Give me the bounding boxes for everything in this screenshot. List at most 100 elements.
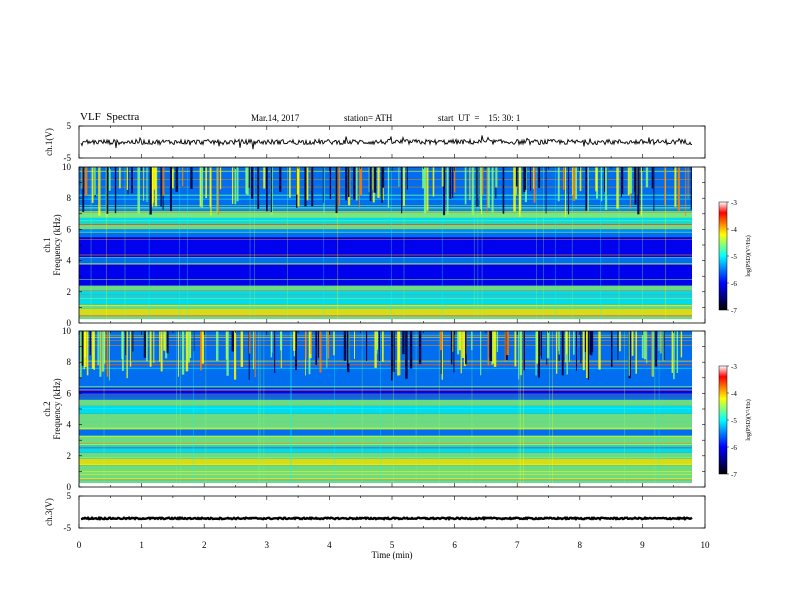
sferic-streak: [423, 167, 427, 214]
sferic-streak: [565, 331, 568, 355]
sferic-streak: [231, 331, 234, 352]
ch1-freq-tick-label: 6: [67, 224, 72, 234]
sferic-streak: [217, 167, 219, 215]
sferic-streak: [443, 167, 446, 216]
sferic-streak: [524, 167, 527, 190]
frequency-band: [79, 304, 692, 309]
sferic-streak: [584, 331, 587, 352]
sferic-streak: [240, 331, 244, 367]
ch1-colorbar-tick-label: -7: [731, 307, 737, 315]
sferic-streak: [296, 167, 299, 195]
sferic-streak: [89, 331, 91, 356]
sferic-streak: [595, 167, 598, 192]
sferic-streak: [493, 331, 497, 367]
sferic-streak: [634, 167, 637, 205]
sferic-streak: [247, 167, 250, 188]
ch1-freq-tick-label: 0: [67, 318, 72, 328]
sferic-streak: [463, 331, 466, 367]
sferic-streak: [491, 331, 495, 364]
date-label: Mar.14, 2017: [251, 113, 300, 123]
sferic-streak: [627, 167, 630, 196]
frequency-band: [79, 435, 692, 445]
sferic-streak: [93, 331, 95, 370]
sferic-streak: [236, 167, 239, 202]
sferic-streak: [564, 167, 567, 217]
x-axis-label: Time (min): [372, 550, 413, 560]
sferic-streak: [347, 331, 350, 373]
sferic-streak: [575, 331, 577, 371]
sferic-streak: [515, 167, 518, 187]
x-tick-label-1: 1: [139, 540, 144, 550]
frequency-band: [79, 413, 692, 422]
frequency-band: [79, 167, 692, 211]
sferic-streak: [289, 167, 291, 198]
sferic-streak: [353, 167, 356, 200]
sferic-streak: [487, 331, 490, 366]
sferic-streak: [83, 331, 87, 358]
ch1-y-axis-label: ch.1(V): [44, 128, 54, 156]
sferic-streak: [279, 331, 283, 351]
ch2-colorbar-tick-label: -4: [731, 390, 737, 398]
sferic-streak: [79, 331, 82, 379]
sferic-streak: [538, 167, 541, 188]
sferic-streak: [513, 167, 516, 212]
sferic-streak: [673, 331, 675, 380]
sferic-streak: [523, 167, 526, 193]
sferic-streak: [558, 331, 560, 352]
sferic-streak: [557, 167, 560, 202]
ch2-freq-tick-label: 6: [67, 388, 72, 398]
sferic-streak: [327, 331, 330, 359]
sferic-streak: [177, 331, 179, 377]
sferic-streak: [146, 331, 148, 362]
x-tick-label-10: 10: [701, 540, 711, 550]
ch2-freq-tick-label: 4: [67, 420, 72, 430]
ch1-waveform: [78, 125, 706, 159]
ch1-colorbar: [718, 201, 728, 311]
sferic-streak: [257, 167, 260, 210]
ch1-freq-tick-label: 8: [67, 193, 72, 203]
sferic-streak: [305, 331, 307, 360]
sferic-streak: [555, 331, 558, 374]
sferic-streak: [131, 167, 133, 194]
sferic-streak: [562, 167, 565, 190]
sferic-streak: [518, 167, 522, 211]
figure-title: VLF Spectra: [80, 111, 140, 123]
sferic-streak: [674, 167, 677, 207]
sferic-streak: [326, 331, 328, 368]
sferic-streak: [246, 167, 249, 195]
sferic-streak: [471, 167, 474, 215]
sferic-streak: [381, 167, 383, 203]
ch2-colorbar-label: log(PSD)(V²/Hz): [745, 399, 752, 440]
sferic-streak: [652, 331, 654, 377]
sferic-streak: [387, 167, 390, 208]
sferic-streak: [418, 331, 422, 365]
sferic-streak: [535, 331, 539, 364]
sferic-streak: [348, 331, 350, 364]
x-tick-label-6: 6: [452, 540, 457, 550]
sferic-streak: [377, 167, 380, 198]
sferic-streak: [580, 331, 582, 364]
sferic-streak: [125, 331, 127, 356]
sferic-streak: [441, 167, 444, 187]
sferic-streak: [480, 331, 482, 376]
sferic-streak: [409, 331, 413, 369]
sferic-streak: [132, 331, 134, 352]
sferic-streak: [146, 167, 148, 203]
frequency-band: [79, 452, 692, 459]
sferic-streak: [645, 167, 649, 188]
frequency-band: [79, 216, 692, 224]
sferic-streak: [163, 331, 166, 351]
sferic-streak: [535, 331, 537, 376]
sferic-streak: [641, 331, 644, 359]
sferic-streak: [432, 167, 435, 197]
sferic-streak: [270, 331, 273, 358]
ch1-colorbar-label: log(PSD)(V²/Hz): [745, 235, 752, 276]
sferic-streak: [376, 331, 378, 354]
frequency-band: [79, 223, 692, 230]
sferic-streak: [572, 167, 574, 196]
sferic-streak: [637, 167, 640, 215]
sferic-streak: [620, 167, 622, 198]
sferic-streak: [629, 167, 633, 194]
sferic-streak: [274, 331, 276, 374]
